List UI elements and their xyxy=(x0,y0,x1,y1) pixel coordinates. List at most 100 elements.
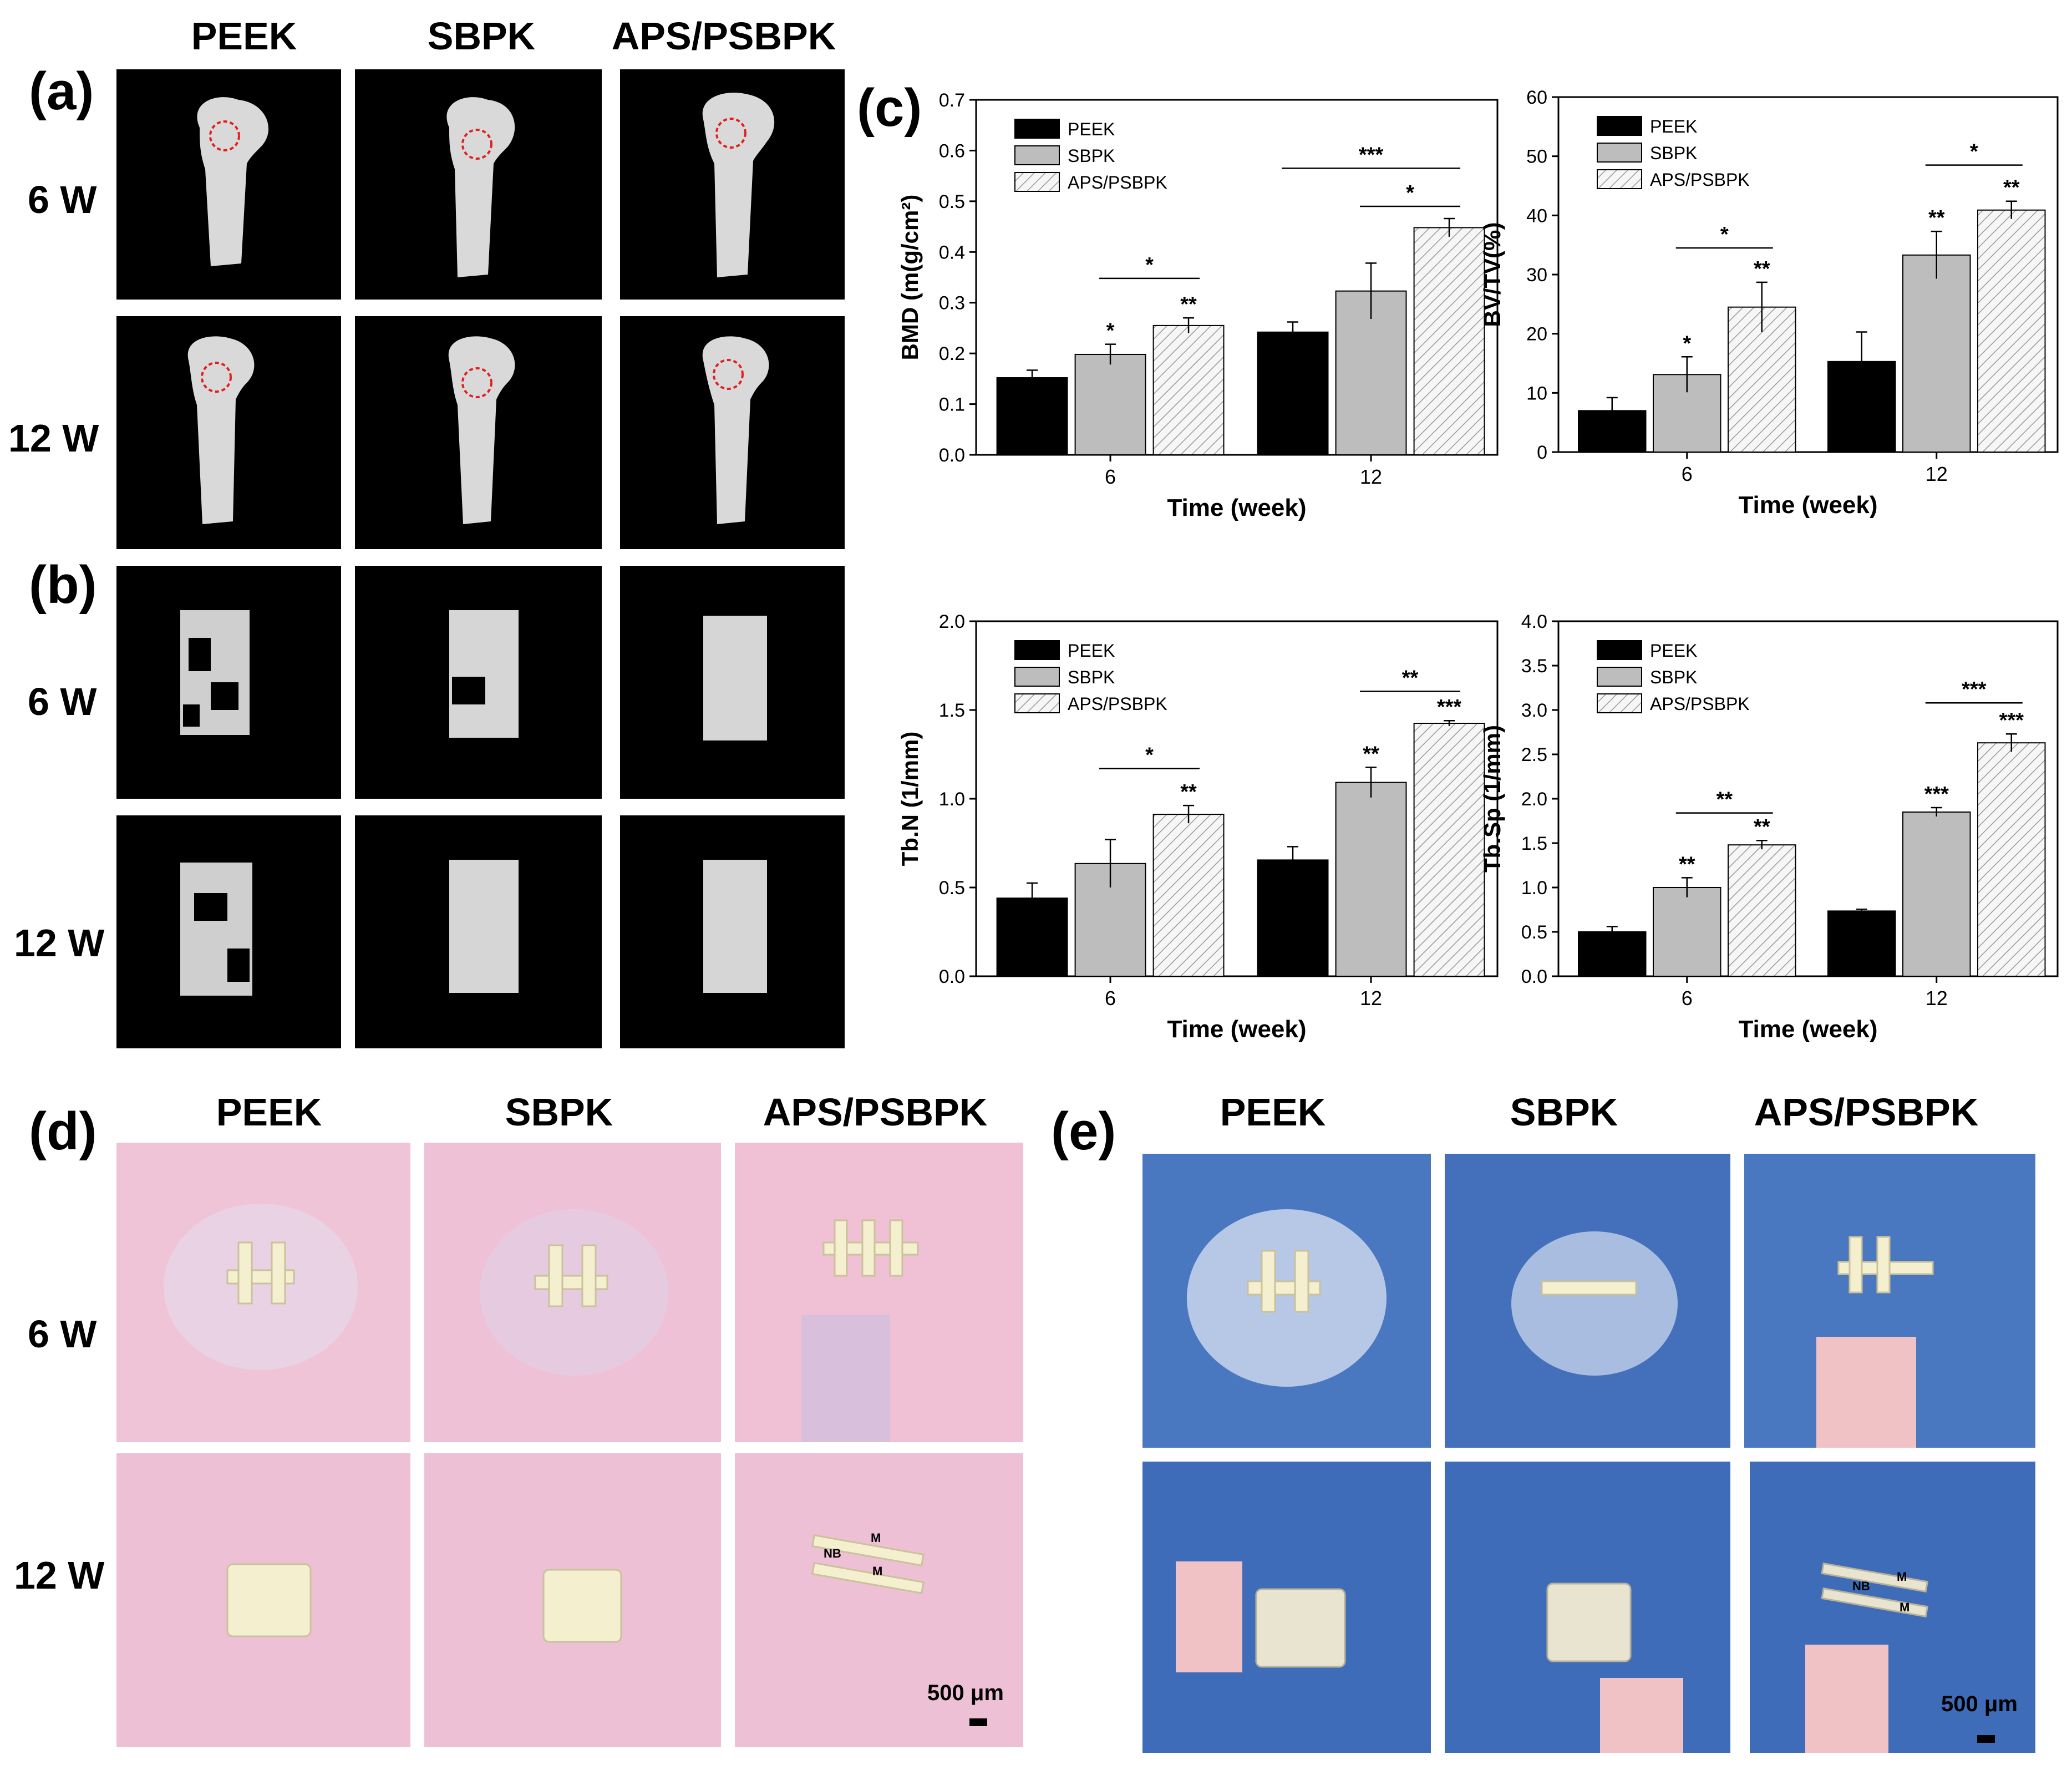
scale-bar-mt xyxy=(1977,1735,1995,1743)
y-tick-label: 0 xyxy=(1537,442,1547,463)
label-m-he-2: M xyxy=(872,1564,882,1578)
bar xyxy=(1257,331,1329,455)
he-row-label-6w: 6 W xyxy=(28,1312,97,1356)
x-tick-label: 12 xyxy=(1926,463,1948,485)
legend-label: PEEK xyxy=(1650,641,1697,661)
bar xyxy=(1902,812,1971,977)
legend-swatch xyxy=(1014,693,1060,713)
bar xyxy=(996,377,1068,455)
bracket-label: ** xyxy=(1716,788,1733,812)
plot-frame xyxy=(975,99,1499,456)
legend-swatch xyxy=(1597,667,1642,687)
row-label-12w-a: 12 W xyxy=(8,417,99,460)
he-section-peek-6w xyxy=(116,1143,410,1442)
y-axis-label: Tb.Sp (1/mm) xyxy=(1479,725,1505,873)
y-tick-label: 0.2 xyxy=(939,343,965,364)
y-tick-label: 0.3 xyxy=(939,293,965,314)
microct-femur-peek-12w xyxy=(116,316,341,549)
he-section-aps-6w xyxy=(735,1143,1023,1442)
y-tick-label: 40 xyxy=(1526,205,1547,226)
mt-section-aps-6w xyxy=(1744,1154,2035,1448)
he-section-aps-12w: NB M M xyxy=(735,1453,1023,1747)
column-header-aps: APS/PSBPK xyxy=(611,14,836,58)
panel-label-b: (b) xyxy=(29,555,97,615)
y-tick-label: 2.5 xyxy=(1521,744,1547,765)
microct-scaffold-sbpk-12w xyxy=(355,815,602,1048)
he-section-sbpk-6w xyxy=(424,1143,721,1442)
bar xyxy=(1152,814,1225,977)
bracket-label: * xyxy=(1970,140,1978,164)
y-tick-label: 0.5 xyxy=(1521,922,1547,943)
chart-bmd: 0.0 0.1 0.2 0.3 0.4 0.5 0.6 0.7 BMD (m(g/cm²) 6 12… xyxy=(897,90,1499,521)
microct-scaffold-peek-6w xyxy=(116,566,341,799)
he-header-sbpk: SBPK xyxy=(505,1091,613,1134)
panel-label-e: (e) xyxy=(1051,1102,1116,1161)
bar xyxy=(1074,353,1146,455)
microct-femur-aps-12w xyxy=(620,316,845,549)
y-tick-label: 10 xyxy=(1526,383,1547,404)
panel-label-a: (a) xyxy=(29,62,94,121)
legend-label: PEEK xyxy=(1650,116,1697,136)
mt-section-sbpk-6w xyxy=(1445,1154,1730,1448)
column-header-sbpk: SBPK xyxy=(427,14,536,58)
y-tick-label: 30 xyxy=(1526,265,1547,286)
significance-mark: *** xyxy=(1924,783,1949,806)
bar xyxy=(1827,910,1896,977)
mt-header-sbpk: SBPK xyxy=(1510,1091,1618,1134)
microct-femur-sbpk-6w xyxy=(355,69,602,300)
he-section-sbpk-12w xyxy=(424,1453,721,1747)
x-tick-label: 12 xyxy=(1360,987,1382,1010)
significance-mark: * xyxy=(1683,332,1691,355)
x-axis-label: Time (week) xyxy=(1738,1016,1877,1043)
significance-mark: ** xyxy=(2003,176,2020,200)
legend-label: SBPK xyxy=(1650,667,1697,687)
legend-label: APS/PSBPK xyxy=(1650,170,1750,190)
mt-header-peek: PEEK xyxy=(1220,1091,1326,1134)
y-tick-label: 0.5 xyxy=(939,878,965,899)
bracket-label: * xyxy=(1145,744,1154,767)
microct-scaffold-aps-12w xyxy=(620,815,845,1048)
bar xyxy=(1578,931,1647,977)
legend-label: SBPK xyxy=(1068,667,1115,687)
y-tick-label: 1.5 xyxy=(1521,833,1547,854)
scale-bar-he xyxy=(969,1718,987,1726)
significance-mark: ** xyxy=(1363,742,1379,765)
significance-mark: ** xyxy=(1754,815,1770,839)
legend-swatch xyxy=(1597,116,1642,136)
panel-label-c: (c) xyxy=(857,78,922,138)
significance-mark: * xyxy=(1106,319,1115,343)
legend-label: SBPK xyxy=(1068,146,1115,166)
legend-label: PEEK xyxy=(1068,641,1115,661)
x-axis-label: Time (week) xyxy=(1167,494,1306,521)
significance-mark: ** xyxy=(1180,293,1197,316)
y-tick-label: 2.0 xyxy=(1521,789,1547,810)
legend-swatch xyxy=(1597,640,1642,660)
legend-swatch xyxy=(1014,119,1060,139)
x-axis-label: Time (week) xyxy=(1167,1016,1306,1043)
row-label-6w-b: 6 W xyxy=(28,680,97,723)
label-nb-he: NB xyxy=(824,1546,841,1560)
bracket-label: * xyxy=(1406,181,1414,205)
scale-bar-label-he: 500 μm xyxy=(927,1681,1004,1705)
legend-label: SBPK xyxy=(1650,143,1697,163)
significance-mark: *** xyxy=(1437,696,1462,719)
y-axis-label: Tb.N (1/mm) xyxy=(897,732,923,866)
legend-swatch xyxy=(1597,143,1642,163)
x-tick-label: 6 xyxy=(1682,987,1693,1010)
microct-scaffold-aps-6w xyxy=(620,566,845,799)
label-nb-mt: NB xyxy=(1852,1579,1870,1593)
mt-section-aps-12w: NB M M xyxy=(1750,1462,2035,1753)
x-tick-label: 6 xyxy=(1105,465,1116,488)
x-tick-label: 12 xyxy=(1926,987,1948,1010)
microct-femur-peek-6w xyxy=(116,69,341,300)
y-tick-label: 3.5 xyxy=(1521,656,1547,677)
y-tick-label: 4.0 xyxy=(1521,611,1547,632)
significance-mark: ** xyxy=(1928,206,1945,230)
microct-scaffold-peek-12w xyxy=(116,815,341,1048)
y-tick-label: 0.4 xyxy=(939,242,965,263)
y-tick-label: 1.0 xyxy=(939,789,965,810)
legend-swatch xyxy=(1597,169,1642,189)
mt-header-aps: APS/PSBPK xyxy=(1754,1091,1979,1134)
x-tick-label: 6 xyxy=(1682,463,1693,485)
